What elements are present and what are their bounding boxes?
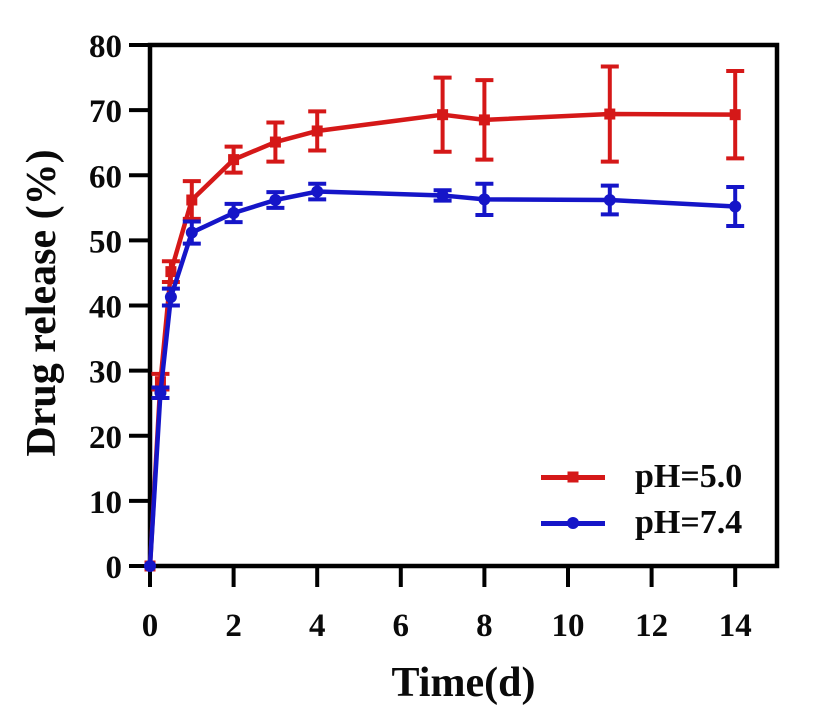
data-point-marker — [311, 125, 323, 137]
data-point-marker — [604, 108, 616, 120]
y-tick-label: 50 — [89, 224, 122, 260]
legend-label-ph5: pH=5.0 — [635, 458, 743, 495]
data-point-marker — [437, 109, 449, 121]
x-tick-label: 10 — [552, 608, 585, 644]
x-tick-label: 12 — [635, 608, 668, 644]
y-tick-label: 70 — [89, 94, 122, 130]
data-point-marker — [228, 154, 240, 166]
data-point-marker — [269, 193, 282, 206]
data-point-marker — [185, 226, 198, 239]
y-tick-label: 0 — [106, 550, 123, 586]
data-point-marker — [478, 193, 491, 206]
x-tick-label: 14 — [719, 608, 752, 644]
legend-circle-marker-icon — [567, 517, 579, 529]
legend-item-ph5: pH=5.0 — [541, 456, 742, 498]
y-tick-label: 10 — [89, 485, 122, 521]
x-tick-label: 8 — [476, 608, 493, 644]
y-tick-label: 80 — [89, 29, 122, 65]
data-point-marker — [603, 193, 616, 206]
x-tick-label: 0 — [142, 608, 159, 644]
x-tick-label: 2 — [225, 608, 242, 644]
y-tick-label: 30 — [89, 355, 122, 391]
axes-frame — [147, 42, 780, 569]
legend-square-marker-icon — [567, 471, 579, 483]
data-point-marker — [269, 136, 281, 148]
y-axis-label: Drug release (%) — [19, 149, 65, 457]
data-point-marker — [164, 291, 177, 304]
data-point-marker — [436, 189, 449, 202]
y-tick-label: 20 — [89, 420, 122, 456]
legend-key-ph5 — [541, 465, 605, 489]
y-tick-label: 60 — [89, 159, 122, 195]
data-point-marker — [165, 266, 177, 278]
data-point-marker — [154, 386, 167, 399]
data-point-marker — [144, 560, 156, 572]
data-point-marker — [227, 207, 240, 220]
y-tick-label: 40 — [89, 290, 122, 326]
x-tick-label: 4 — [309, 608, 326, 644]
data-point-marker — [729, 109, 741, 121]
x-tick-label: 6 — [393, 608, 410, 644]
data-point-marker — [729, 200, 742, 213]
x-axis-label: Time(d) — [391, 660, 536, 706]
legend: pH=5.0 pH=7.4 — [541, 456, 742, 544]
legend-key-ph74 — [541, 511, 605, 535]
legend-label-ph74: pH=7.4 — [635, 504, 743, 541]
data-point-marker — [186, 194, 198, 206]
legend-item-ph74: pH=7.4 — [541, 502, 742, 544]
data-point-marker — [478, 114, 490, 126]
data-point-marker — [311, 185, 324, 198]
